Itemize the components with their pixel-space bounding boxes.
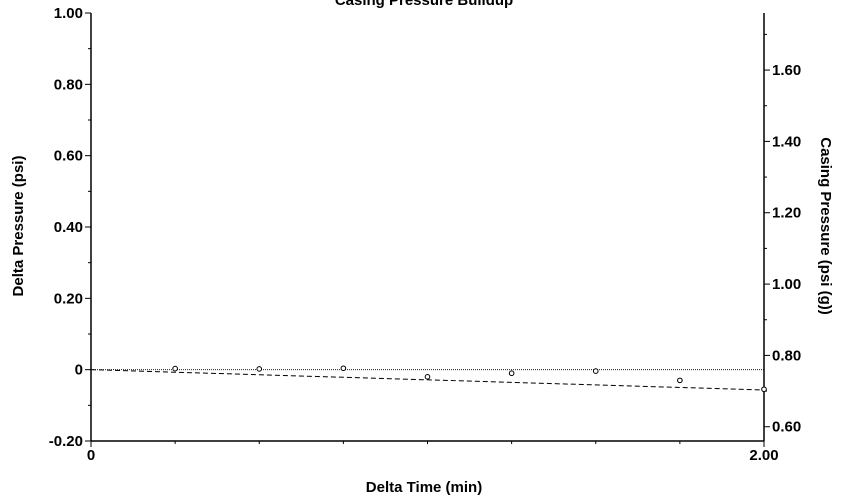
y-right-tick-label: 1.40 — [772, 133, 801, 150]
y-axis-right-title: Casing Pressure (psi (g)) — [817, 137, 834, 315]
x-tick-label: 2.00 — [749, 447, 778, 464]
data-point — [256, 366, 263, 372]
y-right-tick-label: 1.00 — [772, 276, 801, 293]
data-point — [340, 365, 347, 372]
y-left-tick-label: 0 — [75, 362, 83, 379]
y-axis-left-title: Delta Pressure (psi) — [10, 156, 27, 297]
data-point — [172, 365, 178, 372]
trend-line — [90, 369, 765, 391]
y-left-tick-label: 0.20 — [54, 290, 83, 307]
chart-title: Casing Pressure Buildup — [335, 0, 513, 9]
y-right-tick-label: 0.80 — [772, 347, 801, 364]
y-left-tick-label: -0.20 — [49, 433, 83, 450]
data-point — [508, 370, 515, 377]
y-right-tick-label: 0.60 — [772, 419, 801, 436]
y-left-tick-label: 0.80 — [54, 76, 83, 93]
x-tick-label: 0 — [87, 447, 95, 464]
y-left-tick-label: 0.40 — [54, 219, 83, 236]
y-left-tick-label: 1.00 — [54, 5, 83, 22]
y-left-tick-label: 0.60 — [54, 148, 83, 165]
y-right-tick-label: 1.20 — [772, 205, 801, 222]
y-right-tick-label: 1.60 — [772, 62, 801, 79]
data-point — [592, 368, 599, 374]
x-axis-title: Delta Time (min) — [366, 479, 482, 496]
data-point — [424, 374, 431, 380]
data-point — [677, 377, 683, 384]
data-point — [761, 386, 767, 393]
plot-area: -0.2000.200.400.600.801.000.600.801.001.… — [49, 5, 801, 464]
